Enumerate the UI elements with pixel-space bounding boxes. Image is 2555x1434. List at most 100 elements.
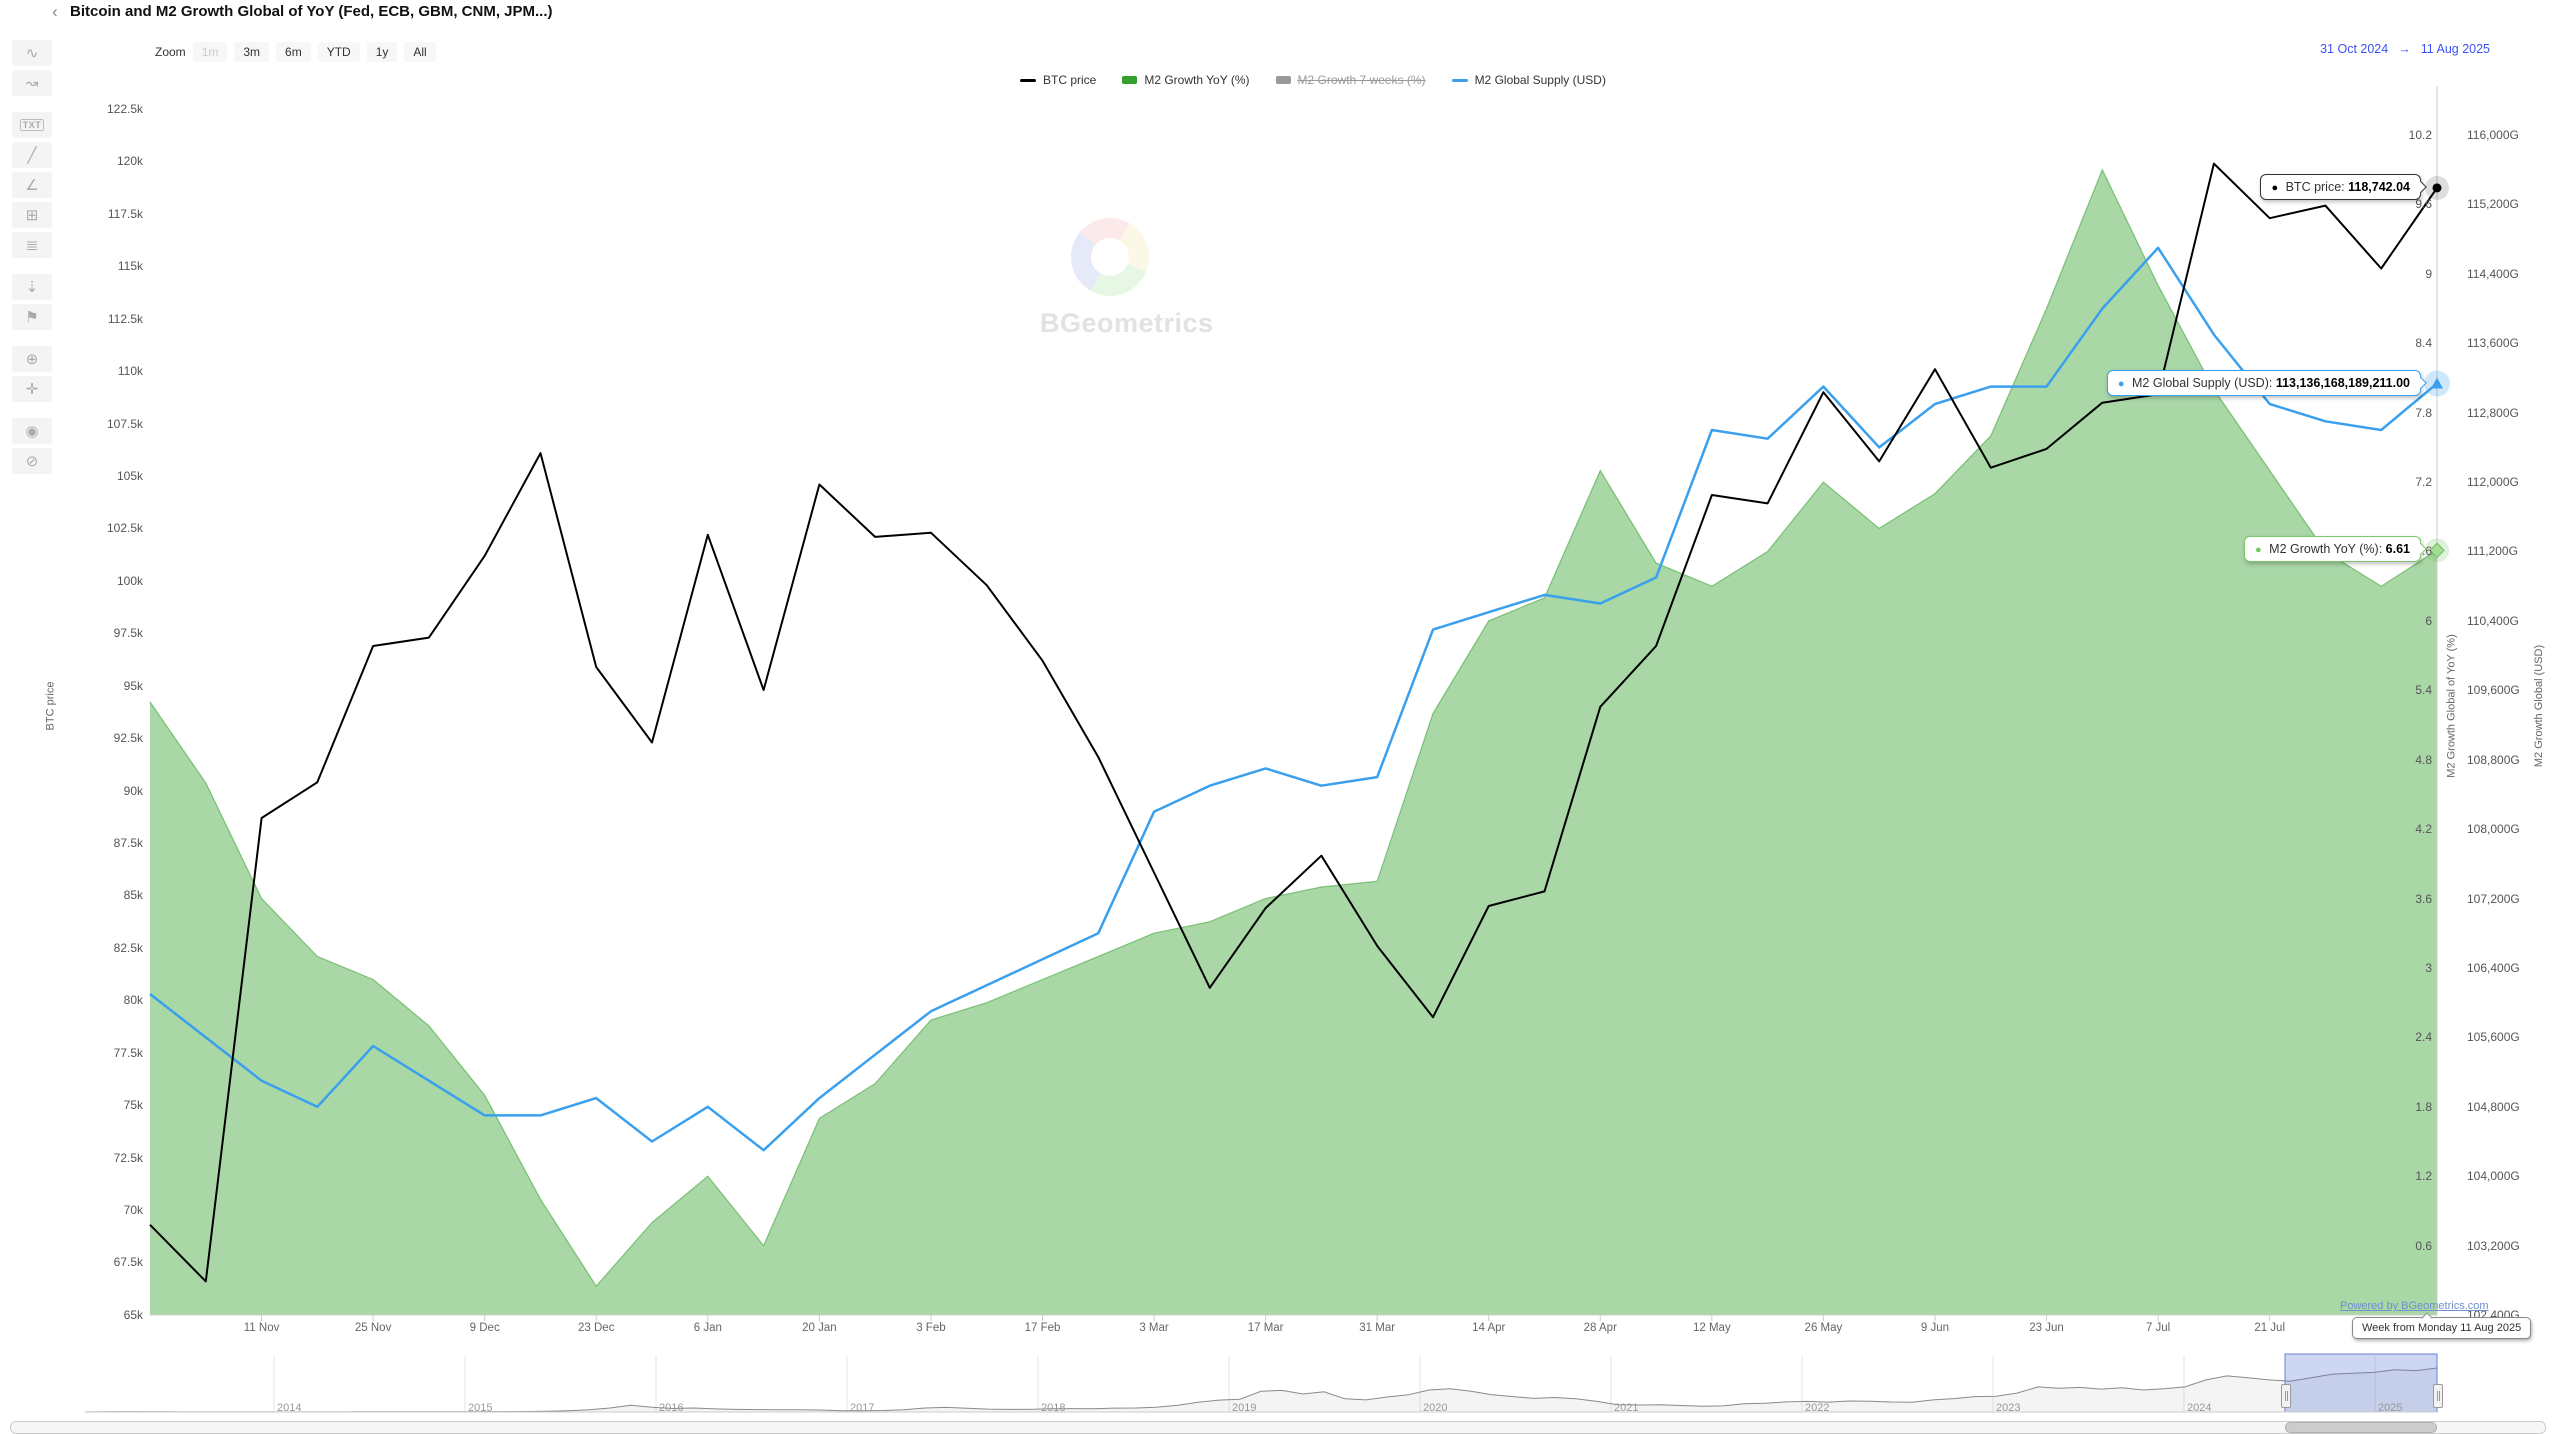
left-axis-tick-label: 122.5k <box>106 102 143 116</box>
legend-item-m2-growth-7-weeks[interactable]: M2 Growth 7 weeks (%) <box>1275 73 1426 87</box>
left-axis-tick-label: 117.5k <box>107 206 143 221</box>
tool-parallel-lines-button[interactable]: ≣ <box>12 232 52 258</box>
tool-hide-drawings-button[interactable]: ⊘ <box>12 448 52 474</box>
left-axis-tick-label: 90k <box>123 783 143 798</box>
tool-angle-measure-button[interactable]: ∠ <box>12 172 52 198</box>
navigator-year-label: 2025 <box>2378 1402 2403 1414</box>
tool-zoom-area-button[interactable]: ⊕ <box>12 346 52 372</box>
left-axis-tick-label: 87.5k <box>113 836 143 851</box>
tool-trendline-button[interactable]: ╱ <box>12 142 52 168</box>
scrollbar-track[interactable] <box>10 1421 2546 1434</box>
trendline-icon: ╱ <box>27 147 37 164</box>
tooltip-growth-label: M2 Growth YoY (%): <box>2269 542 2383 557</box>
tool-zigzag-arrow-button[interactable]: ↝ <box>12 70 52 96</box>
supply-axis-tick-label: 106,400G <box>2467 960 2520 975</box>
zoom-button-ytd[interactable]: YTD <box>317 42 360 62</box>
zoom-button-3m[interactable]: 3m <box>234 42 270 62</box>
legend-item-btc-price[interactable]: BTC price <box>1020 73 1096 87</box>
growth-axis-tick-label: 9.6 <box>2415 197 2432 212</box>
powered-by-link[interactable]: Powered by BGeometrics.com <box>2340 1300 2489 1312</box>
tooltip-supply-value: 113,136,168,189,211.00 <box>2275 375 2410 390</box>
x-axis-tick-label: 21 Jul <box>2254 1322 2285 1334</box>
left-axis-tick-label: 80k <box>123 993 143 1008</box>
growth-axis-title: M2 Growth Global of YoY (%) <box>2445 634 2458 778</box>
supply-axis-tick-label: 103,200G <box>2467 1238 2520 1253</box>
tool-expand-button[interactable]: ✛ <box>12 376 52 402</box>
navigator-right-handle[interactable] <box>2433 1384 2443 1408</box>
navigator-left-handle[interactable] <box>2281 1384 2291 1408</box>
supply-axis-tick-label: 111,200G <box>2467 544 2518 559</box>
tool-show-values-button[interactable]: ◉ <box>12 418 52 444</box>
left-axis-tick-label: 115k <box>117 259 143 274</box>
tool-trend-curve-button[interactable]: ∿ <box>12 40 52 66</box>
legend-item-label: M2 Growth YoY (%) <box>1144 73 1250 87</box>
angle-measure-icon: ∠ <box>25 177 39 194</box>
legend-item-m2-global-supply-usd[interactable]: M2 Global Supply (USD) <box>1451 73 1606 87</box>
show-values-icon: ◉ <box>25 423 39 440</box>
btc-last-point-marker <box>2432 183 2442 193</box>
numeric-arrow-icon: ⇣ <box>25 279 39 296</box>
legend-marker-icon <box>1122 76 1138 84</box>
btc-price-line <box>149 162 2438 1283</box>
navigator-year-label: 2019 <box>1232 1402 1257 1414</box>
left-axis-title: BTC price <box>44 681 57 731</box>
collapse-sidebar-chevron-icon[interactable]: ‹ <box>52 2 58 21</box>
growth-axis-tick-label: 7.2 <box>2415 475 2432 490</box>
x-axis-tick-label: 11 Nov <box>243 1322 280 1334</box>
supply-axis-title: M2 Growth Global (USD) <box>2533 644 2546 768</box>
growth-axis-tick-label: 4.8 <box>2415 752 2432 767</box>
growth-axis-tick-label: 9 <box>2425 266 2432 281</box>
navigator-spark-area <box>85 1368 2437 1412</box>
tool-flag-button[interactable]: ⚑ <box>12 304 52 330</box>
navigator-year-label: 2024 <box>2187 1402 2212 1414</box>
supply-axis-tick-label: 104,000G <box>2467 1169 2520 1184</box>
x-axis-tick-label: 17 Mar <box>1247 1322 1284 1334</box>
growth-axis-tick-label: 6 <box>2425 613 2432 628</box>
x-axis-tick-label: 17 Feb <box>1024 1322 1061 1334</box>
tool-text-annotation-button[interactable]: TXT <box>12 112 52 138</box>
legend-item-m2-growth-yoy[interactable]: M2 Growth YoY (%) <box>1122 73 1250 87</box>
date-range-to[interactable]: 11 Aug 2025 <box>2420 42 2490 56</box>
date-range-arrow-icon: → <box>2398 42 2411 56</box>
navigator-year-label: 2022 <box>1805 1402 1830 1414</box>
x-axis-tick-label: 31 Mar <box>1359 1322 1396 1334</box>
expand-icon: ✛ <box>25 381 39 398</box>
m2-growth-area-edge <box>149 168 2438 1288</box>
navigator-year-label: 2014 <box>277 1402 302 1414</box>
scrollbar-thumb[interactable] <box>2285 1422 2437 1433</box>
growth-last-point-marker <box>2429 542 2445 559</box>
left-axis-tick-label: 95k <box>123 678 143 693</box>
tool-numeric-arrow-button[interactable]: ⇣ <box>12 274 52 300</box>
tooltip-btc-bullet-icon: ● <box>2271 181 2279 194</box>
growth-axis-tick-label: 3 <box>2425 960 2432 975</box>
left-axis-tick-label: 82.5k <box>113 940 143 955</box>
zoom-button-1y[interactable]: 1y <box>366 42 398 62</box>
zoom-button-all[interactable]: All <box>404 42 436 62</box>
tool-measure-region-button[interactable]: ⊞ <box>12 202 52 228</box>
date-range-display: 31 Oct 2024 → 11 Aug 2025 <box>2320 42 2490 56</box>
chart-legend: BTC price M2 Growth YoY (%) M2 Growth 7 we… <box>1020 73 1606 87</box>
tooltip-week-label: Week from Monday 11 Aug 2025 <box>2352 1317 2532 1339</box>
legend-item-label: M2 Growth 7 weeks (%) <box>1297 73 1426 87</box>
zigzag-arrow-icon: ↝ <box>25 75 39 92</box>
m2-supply-line <box>149 246 2438 1152</box>
left-axis-tick-label: 75k <box>123 1098 143 1113</box>
tooltip-btc-price: ● BTC price: 118,742.04 <box>2260 173 2427 200</box>
navigator-year-label: 2018 <box>1041 1402 1066 1414</box>
navigator-selected-range[interactable] <box>2284 1353 2438 1413</box>
flag-icon: ⚑ <box>25 309 39 326</box>
supply-axis-tick-label: 107,200G <box>2467 891 2520 906</box>
x-axis-tick-label: 20 Jan <box>802 1322 837 1334</box>
growth-axis-tick-label: 8.4 <box>2415 336 2432 351</box>
text-annotation-icon: TXT <box>19 119 45 131</box>
measure-region-icon: ⊞ <box>25 207 39 224</box>
bgeometrics-logo-icon <box>1071 218 1149 296</box>
zoom-button-1m[interactable]: 1m <box>192 42 228 62</box>
date-range-from[interactable]: 31 Oct 2024 <box>2320 42 2389 56</box>
growth-axis-tick-label: 3.6 <box>2415 891 2432 906</box>
tooltip-growth-value: 6.61 <box>2385 542 2410 557</box>
zoom-button-6m[interactable]: 6m <box>276 42 311 62</box>
x-axis-tick-label: 3 Feb <box>916 1322 946 1334</box>
zoom-range-bar: Zoom 1m 3m 6m YTD 1y All <box>155 42 436 62</box>
navigator-chart[interactable] <box>0 1350 2555 1420</box>
